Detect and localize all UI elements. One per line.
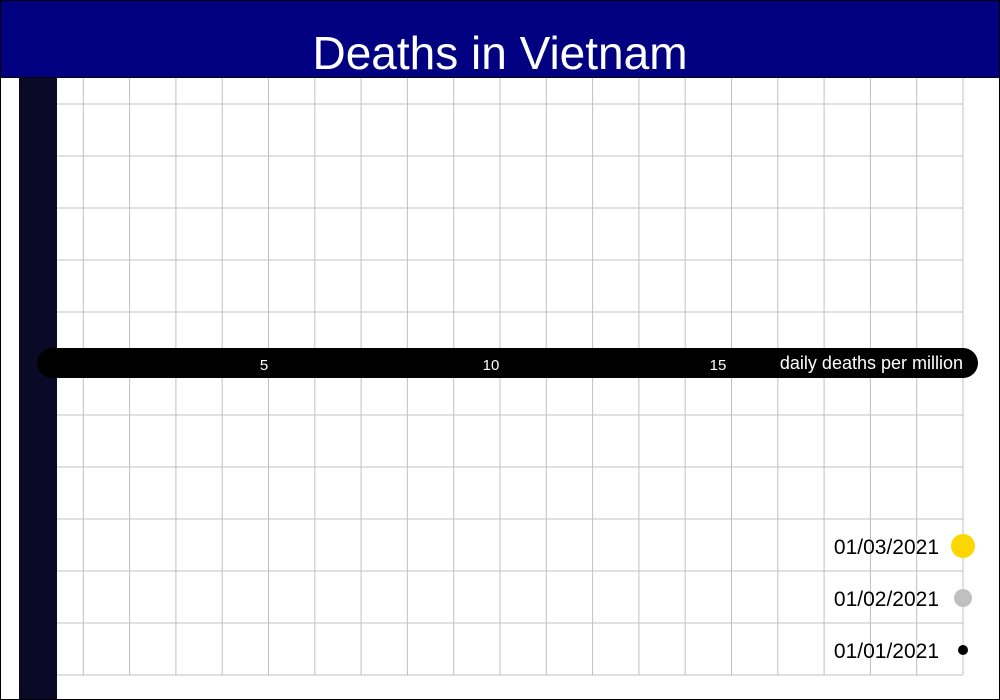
legend-marker	[958, 645, 968, 655]
legend-label: 01/01/2021	[834, 640, 939, 663]
left-axis-band	[19, 78, 57, 699]
x-tick-label: 5	[260, 357, 268, 374]
legend-label: 01/03/2021	[834, 536, 939, 559]
x-axis-band	[37, 348, 978, 378]
x-tick-label: 15	[710, 357, 727, 374]
title-bar: Deaths in Vietnam	[1, 1, 999, 79]
legend-label: 01/02/2021	[834, 588, 939, 611]
chart-title: Deaths in Vietnam	[312, 27, 688, 79]
legend-marker	[951, 534, 975, 558]
legend-marker	[954, 589, 972, 607]
x-tick-label: 10	[483, 357, 500, 374]
x-axis-label: daily deaths per million	[780, 353, 963, 373]
